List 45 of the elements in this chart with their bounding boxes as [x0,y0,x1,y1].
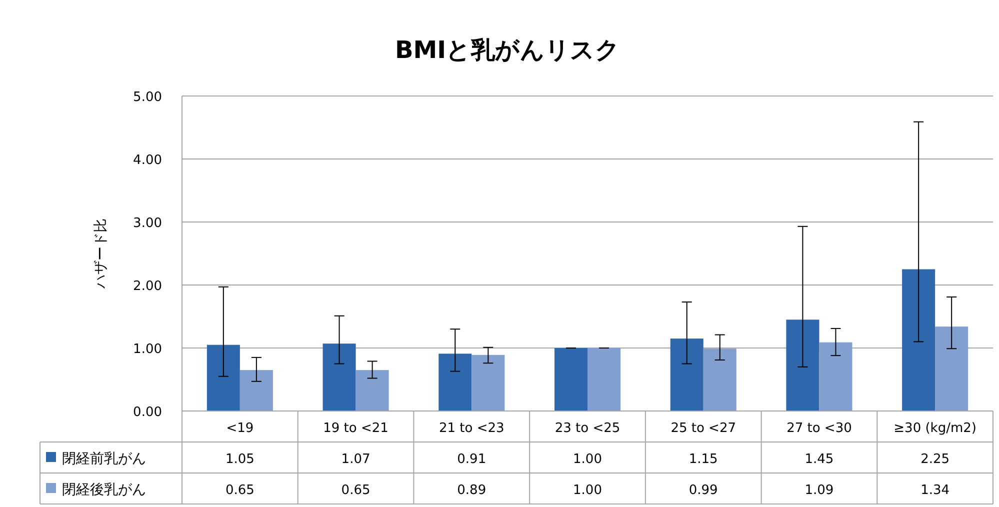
data-label: 2.25 [920,452,950,467]
bar [472,354,505,411]
legend-label: 閉経前乳がん [62,451,146,467]
data-label: 0.99 [688,483,718,498]
x-tick-label: ≥30 (kg/m2) [894,421,976,436]
x-tick-label: 25 to <27 [670,421,736,436]
y-tick-label: 5.00 [133,90,162,105]
bar [322,344,356,411]
data-label: 1.34 [920,483,950,498]
x-tick-label: 23 to <25 [554,421,620,436]
bar [438,354,472,411]
legend-label: 閉経後乳がん [62,482,146,498]
x-tick-label: 27 to <30 [786,421,852,436]
data-label: 1.05 [225,452,254,467]
y-tick-label: 0.00 [133,405,162,420]
data-label: 1.15 [688,452,718,467]
x-tick-label: <19 [226,421,254,436]
bar [819,342,852,411]
y-axis-title: ハザード比 [93,218,109,290]
data-label: 1.07 [341,452,370,467]
bar [786,320,820,411]
data-label: 1.09 [804,483,834,498]
data-label: 1.00 [573,452,602,467]
data-label: 0.89 [457,483,486,498]
y-tick-label: 3.00 [133,216,162,231]
bar [588,348,621,411]
bar [240,370,273,411]
data-label: 0.65 [225,483,254,498]
chart-title: BMIと乳がんリスク [394,36,620,64]
x-tick-label: 21 to <23 [438,421,504,436]
data-label: 0.91 [457,452,486,467]
data-label: 1.45 [804,452,834,467]
data-label: 0.65 [341,483,370,498]
data-label: 1.00 [573,483,602,498]
bar [670,338,704,411]
y-tick-label: 1.00 [133,342,162,357]
bar [935,326,968,411]
bar [902,269,936,411]
x-tick-label: 19 to <21 [323,421,388,436]
bar [554,348,588,411]
bar [356,370,389,411]
bar [206,344,240,411]
bar [703,348,736,411]
y-tick-label: 2.00 [133,279,162,294]
y-tick-label: 4.00 [133,153,162,168]
